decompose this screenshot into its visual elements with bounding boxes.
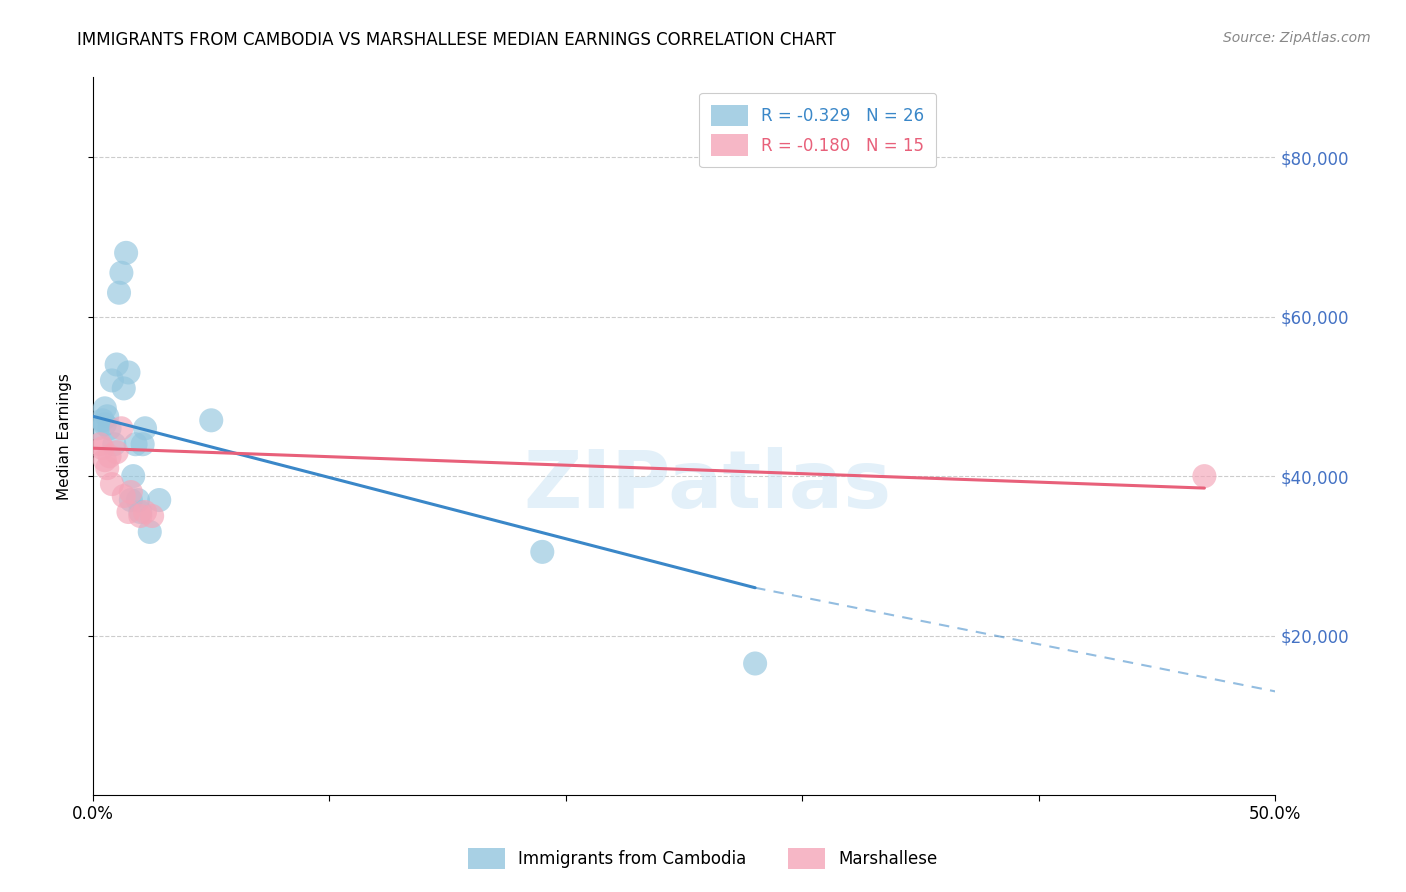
Y-axis label: Median Earnings: Median Earnings (58, 373, 72, 500)
Text: ZIPatlas: ZIPatlas (523, 448, 891, 525)
Point (744, 657, 766, 671)
Point (127, 493, 149, 508)
Point (101, 373, 124, 387)
Point (124, 437, 146, 451)
Text: Source: ZipAtlas.com: Source: ZipAtlas.com (1223, 31, 1371, 45)
Point (120, 493, 142, 508)
Point (115, 245, 138, 260)
Point (139, 524, 162, 539)
Point (91, 413, 114, 427)
Point (120, 485, 142, 500)
Point (134, 421, 156, 435)
Point (108, 285, 131, 300)
Point (91, 441, 114, 455)
Point (122, 469, 145, 483)
Legend: R = -0.329   N = 26, R = -0.180   N = 15: R = -0.329 N = 26, R = -0.180 N = 15 (700, 93, 936, 168)
Point (94, 417, 117, 432)
Point (87, 421, 110, 435)
Point (200, 413, 222, 427)
Point (96, 409, 118, 424)
Point (105, 358, 128, 372)
Point (134, 505, 156, 519)
Point (110, 421, 132, 435)
Point (98, 421, 121, 435)
Text: IMMIGRANTS FROM CAMBODIA VS MARSHALLESE MEDIAN EARNINGS CORRELATION CHART: IMMIGRANTS FROM CAMBODIA VS MARSHALLESE … (77, 31, 837, 49)
Point (117, 505, 139, 519)
Point (89, 437, 111, 451)
Point (531, 545, 554, 559)
Point (94, 401, 117, 416)
Point (1194, 469, 1216, 483)
Point (96, 461, 118, 475)
Point (110, 266, 132, 280)
Point (129, 505, 152, 519)
Point (112, 489, 135, 503)
Point (129, 508, 152, 523)
Point (98, 449, 121, 463)
Point (148, 493, 170, 508)
Point (101, 477, 124, 491)
Point (105, 445, 128, 459)
Point (131, 437, 153, 451)
Point (141, 508, 163, 523)
Point (112, 381, 135, 395)
Point (103, 437, 125, 451)
Legend: Immigrants from Cambodia, Marshallese: Immigrants from Cambodia, Marshallese (458, 838, 948, 880)
Point (94, 453, 117, 467)
Point (117, 366, 139, 380)
